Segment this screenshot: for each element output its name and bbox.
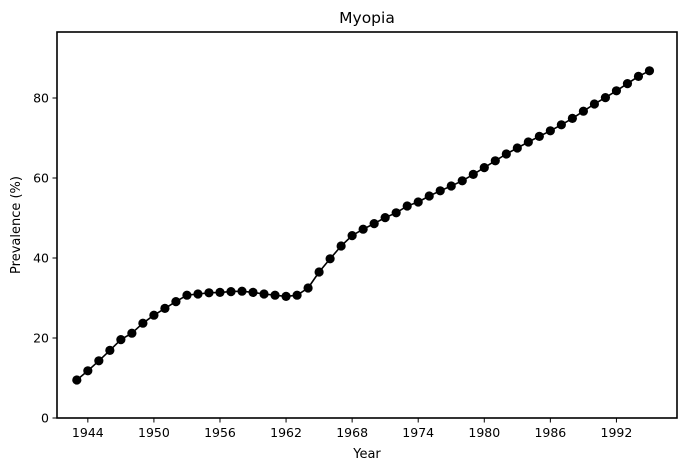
chart-title: Myopia [339, 9, 395, 27]
data-point [490, 156, 500, 166]
data-point [622, 79, 633, 89]
data-point [314, 267, 324, 277]
data-point [523, 137, 533, 147]
data-point [446, 181, 456, 191]
x-tick-label: 1950 [138, 425, 170, 440]
data-point [215, 287, 225, 297]
data-point [578, 106, 588, 116]
data-point [358, 224, 368, 234]
data-point [644, 66, 655, 76]
x-tick-label: 1986 [534, 425, 566, 440]
plot-area: 1944 1950 1956 1962 1968 1974 1980 1986 1992 0 20 4… [33, 66, 655, 440]
data-point [545, 126, 555, 136]
data-point [171, 297, 181, 307]
data-point [457, 176, 467, 186]
data-point [116, 335, 126, 345]
data-point [182, 290, 192, 300]
data-point [325, 254, 335, 264]
y-tick-label: 20 [33, 331, 49, 346]
data-point [633, 71, 644, 81]
data-point [369, 219, 379, 229]
plot-frame [56, 31, 678, 419]
data-point [193, 289, 203, 299]
data-point [567, 113, 577, 123]
x-tick-label: 1974 [402, 425, 434, 440]
data-point [512, 143, 522, 153]
data-point [237, 286, 247, 296]
data-point [468, 169, 478, 179]
data-point [303, 283, 313, 293]
data-point [204, 288, 214, 298]
x-tick-label: 1956 [204, 425, 236, 440]
x-tick-label: 1962 [270, 425, 302, 440]
x-tick-label: 1992 [601, 425, 633, 440]
data-point [226, 287, 236, 297]
data-point [347, 231, 357, 241]
data-point [556, 120, 566, 130]
data-point [402, 201, 412, 211]
data-point [391, 208, 401, 218]
x-axis-title: Year [352, 447, 381, 462]
data-point [424, 191, 434, 201]
data-point [270, 290, 280, 300]
x-tick-label: 1944 [72, 425, 104, 440]
data-point [281, 291, 291, 301]
data-point [105, 345, 115, 355]
data-point [534, 131, 544, 141]
y-tick-label: 60 [33, 171, 49, 186]
data-point [72, 375, 82, 385]
data-point [127, 328, 137, 338]
y-tick-label: 80 [33, 91, 49, 106]
data-point [479, 163, 489, 173]
data-point [413, 197, 423, 207]
x-tick-label: 1980 [468, 425, 500, 440]
data-point [589, 99, 600, 109]
data-point [336, 241, 346, 251]
data-point [160, 303, 170, 313]
data-point [435, 186, 445, 196]
y-axis-title: Prevalence (%) [9, 176, 24, 274]
y-tick-label: 40 [33, 251, 49, 266]
data-point [611, 86, 622, 96]
data-point [138, 318, 148, 328]
data-point [380, 213, 390, 223]
y-tick-label: 0 [41, 411, 49, 426]
data-point [83, 366, 93, 376]
data-point [94, 356, 104, 366]
data-point [149, 310, 159, 320]
data-point [292, 290, 302, 300]
data-point [501, 149, 511, 159]
data-point [259, 289, 269, 299]
data-point [600, 93, 611, 103]
data-point [248, 287, 258, 297]
x-tick-label: 1968 [336, 425, 368, 440]
